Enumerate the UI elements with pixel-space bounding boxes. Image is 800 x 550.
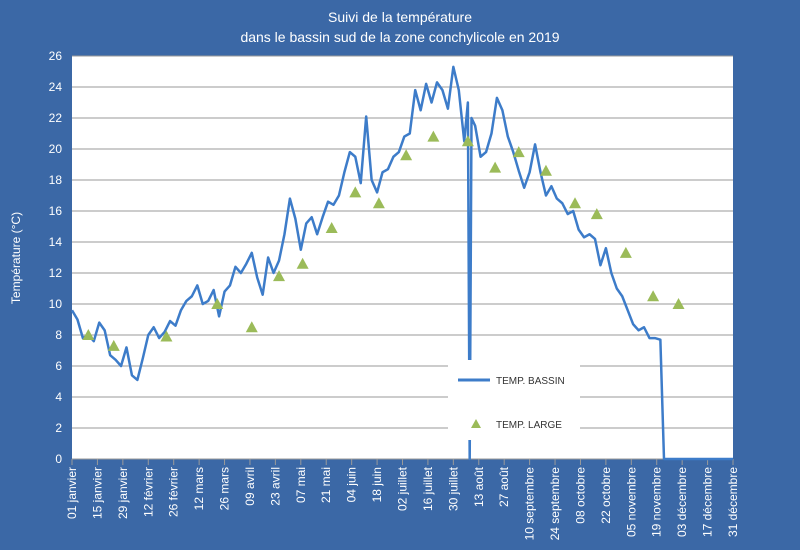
x-tick-label: 15 janvier bbox=[90, 467, 104, 519]
x-tick-label: 17 décembre bbox=[701, 467, 715, 537]
x-tick-label: 29 janvier bbox=[116, 467, 130, 519]
x-tick-label: 16 juillet bbox=[421, 466, 435, 511]
x-tick-label: 26 mars bbox=[218, 467, 232, 510]
y-tick-label: 22 bbox=[49, 111, 63, 125]
triangle-marker bbox=[647, 290, 660, 302]
triangle-marker bbox=[273, 270, 286, 282]
y-tick-label: 0 bbox=[55, 452, 62, 466]
y-tick-label: 2 bbox=[55, 421, 62, 435]
y-tick-label: 20 bbox=[49, 142, 63, 156]
triangle-marker bbox=[590, 208, 603, 220]
legend-label: TEMP. LARGE bbox=[496, 420, 562, 431]
temperature-line bbox=[70, 65, 733, 461]
y-tick-label: 12 bbox=[49, 266, 63, 280]
x-tick-label: 23 avril bbox=[268, 467, 282, 506]
x-tick-label: 24 septembre bbox=[548, 467, 562, 541]
triangle-marker bbox=[539, 164, 552, 176]
triangle-marker bbox=[569, 197, 582, 209]
triangle-marker bbox=[512, 146, 525, 158]
triangle-marker bbox=[672, 298, 685, 309]
y-tick-label: 24 bbox=[49, 80, 63, 94]
x-tick-label: 26 février bbox=[167, 467, 181, 517]
x-tick-label: 08 octobre bbox=[573, 467, 587, 524]
triangle-marker bbox=[107, 339, 120, 351]
triangle-marker bbox=[82, 329, 95, 340]
triangle-marker bbox=[461, 135, 474, 147]
triangle-marker bbox=[400, 149, 413, 161]
x-tick-label: 03 décembre bbox=[675, 467, 689, 537]
x-tick-label: 09 avril bbox=[243, 467, 257, 506]
triangle-marker bbox=[160, 330, 173, 342]
x-tick-label: 30 juillet bbox=[446, 466, 460, 511]
x-tick-label: 02 juillet bbox=[396, 466, 410, 511]
x-tick-label: 04 juin bbox=[345, 467, 359, 502]
x-tick-label: 22 octobre bbox=[599, 467, 613, 524]
y-tick-label: 26 bbox=[49, 49, 63, 63]
y-axis-label: Température (°C) bbox=[9, 212, 23, 304]
y-tick-label: 4 bbox=[55, 390, 62, 404]
x-tick-label: 10 septembre bbox=[523, 467, 537, 541]
x-tick-label: 01 janvier bbox=[65, 467, 79, 519]
triangle-marker bbox=[211, 298, 224, 309]
triangle-marker bbox=[349, 186, 362, 198]
y-tick-label: 8 bbox=[55, 328, 62, 342]
triangle-marker bbox=[489, 161, 502, 173]
x-tick-label: 21 mai bbox=[319, 467, 333, 503]
triangle-marker bbox=[245, 321, 258, 333]
x-tick-label: 13 août bbox=[472, 466, 486, 507]
y-tick-label: 6 bbox=[55, 359, 62, 373]
legend-triangle bbox=[471, 419, 481, 428]
chart-title: Suivi de la température bbox=[328, 9, 472, 25]
plot-area bbox=[72, 56, 733, 459]
x-tick-label: 12 mars bbox=[192, 467, 206, 510]
x-tick-label: 19 novembre bbox=[650, 467, 664, 537]
y-tick-label: 14 bbox=[49, 235, 63, 249]
y-tick-label: 10 bbox=[49, 297, 63, 311]
x-tick-label: 12 février bbox=[141, 467, 155, 517]
y-tick-label: 16 bbox=[49, 204, 63, 218]
legend-box bbox=[448, 360, 580, 440]
triangle-marker bbox=[325, 222, 338, 234]
x-tick-label: 07 mai bbox=[294, 467, 308, 503]
triangle-marker bbox=[372, 197, 385, 209]
chart-subtitle: dans le bassin sud de la zone conchylico… bbox=[240, 29, 559, 45]
legend-label: TEMP. BASSIN bbox=[496, 376, 565, 387]
x-tick-label: 27 août bbox=[497, 466, 511, 507]
triangle-marker bbox=[619, 246, 632, 258]
x-tick-label: 31 décembre bbox=[726, 467, 740, 537]
triangle-marker bbox=[427, 130, 440, 142]
triangle-marker bbox=[296, 257, 309, 269]
y-tick-label: 18 bbox=[49, 173, 63, 187]
x-tick-label: 05 novembre bbox=[624, 467, 638, 537]
x-tick-label: 18 juin bbox=[370, 467, 384, 502]
